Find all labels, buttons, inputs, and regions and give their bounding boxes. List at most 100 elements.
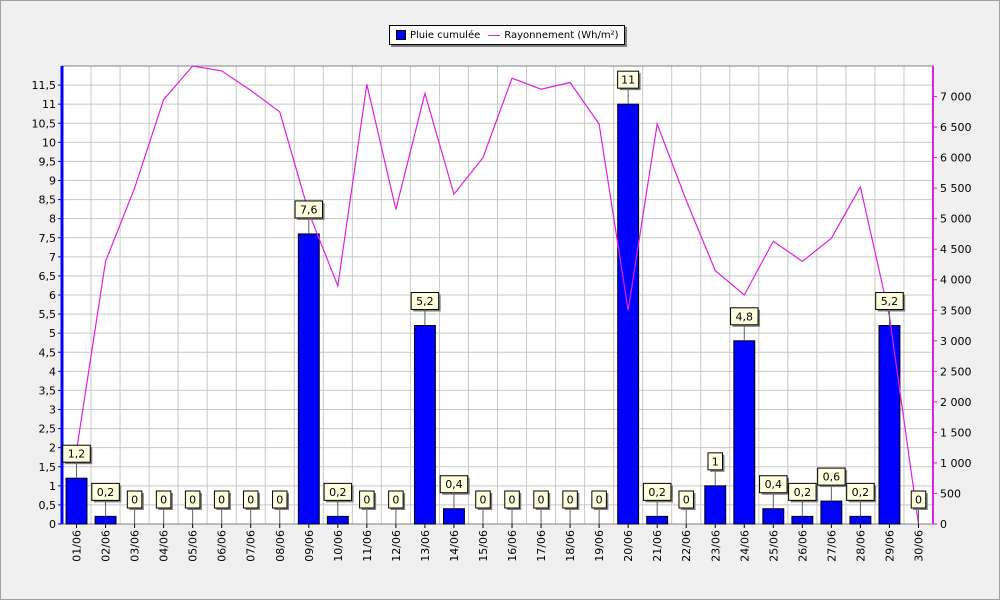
left-axis-tick-label: 6 [49,289,56,302]
rain-bar [762,508,785,525]
data-label-text: 11 [621,74,635,87]
radiation-line [75,65,920,525]
left-axis-tick-label: 9 [49,175,56,188]
x-axis-tick-label: 08/06 [274,530,287,562]
x-axis-tick-label: 01/06 [71,530,84,562]
rain-bar [849,515,872,525]
x-axis-tick-label: 06/06 [216,530,229,562]
right-axis-tick-label: 6 000 [940,152,972,165]
rain-bar [326,515,349,525]
x-axis-tick-label: 11/06 [361,530,374,562]
data-label-text: 5,2 [416,295,434,308]
left-axis-tick-label: 10,5 [32,117,57,130]
x-axis-tick-label: 28/06 [854,530,867,562]
legend-item-rain: Pluie cumulée [396,30,480,41]
left-axis-tick-label: 5 [49,327,56,340]
x-axis-tick-label: 22/06 [680,530,693,562]
x-axis-tick-label: 04/06 [158,530,171,562]
rain-bar [297,233,320,525]
data-label-text: 0 [160,494,167,507]
x-axis-tick-label: 02/06 [100,530,113,562]
data-label-text: 7,6 [300,203,318,216]
x-axis-tick-label: 23/06 [709,530,722,562]
x-axis-tick-label: 07/06 [245,530,258,562]
x-axis-tick-label: 19/06 [593,530,606,562]
x-axis-tick-label: 29/06 [883,530,896,562]
x-axis-tick-label: 10/06 [332,530,345,562]
data-label-text: 0 [392,494,399,507]
data-label-text: 0 [479,494,486,507]
x-axis-tick-label: 09/06 [303,530,316,562]
left-axis-tick-label: 4 [49,365,56,378]
x-axis-tick-label: 27/06 [825,530,838,562]
data-label-text: 0 [276,494,283,507]
data-label-text: 0 [567,494,574,507]
rain-bar [704,485,727,525]
right-axis-tick-label: 1 000 [940,457,972,470]
left-axis-tick-label: 9,5 [39,155,57,168]
left-axis-tick-label: 8 [49,213,56,226]
data-label-text: 0,4 [765,478,783,491]
x-axis-tick-label: 20/06 [622,530,635,562]
left-axis-tick-label: 6,5 [39,270,57,283]
data-label-text: 0 [915,494,922,507]
x-axis-tick-label: 26/06 [796,530,809,562]
x-axis-tick-label: 14/06 [448,530,461,562]
left-axis-tick-label: 0 [49,518,56,531]
x-axis-tick-label: 17/06 [535,530,548,562]
rain-bar [820,500,843,525]
left-axis-tick-label: 7 [49,251,56,264]
legend-radiation-label: Rayonnement (Wh/m²) [504,29,619,41]
legend-line-swatch [488,34,501,36]
data-label-text: 0,2 [852,486,870,499]
left-axis-tick-label: 8,5 [39,194,57,207]
right-axis-tick-label: 6 500 [940,121,972,134]
rain-bar [617,103,640,525]
data-label-text: 1,2 [68,448,86,461]
data-label-text: 0 [218,494,225,507]
x-axis-tick-label: 21/06 [651,530,664,562]
legend-item-radiation: Rayonnement (Wh/m²) [488,30,618,41]
left-axis-tick-label: 10 [42,136,56,149]
rain-bar [94,515,117,525]
data-label-text: 0,4 [445,478,463,491]
x-axis-tick-label: 30/06 [912,530,925,562]
data-label-text: 0 [509,494,516,507]
data-label-text: 0,2 [97,486,115,499]
left-axis-tick-label: 3 [49,404,56,417]
data-label-text: 5,2 [881,295,899,308]
right-axis-tick-label: 2 000 [940,396,972,409]
data-label-text: 0 [596,494,603,507]
data-label-text: 0 [363,494,370,507]
rain-bar [878,325,901,525]
rain-bar [791,515,814,525]
data-label-text: 1 [712,455,719,468]
left-axis-tick-label: 1 [49,480,56,493]
right-axis-tick-label: 0 [940,518,947,531]
right-axis-tick-label: 2 500 [940,365,972,378]
right-axis-tick-label: 4 500 [940,243,972,256]
right-axis-tick-label: 1 500 [940,426,972,439]
rain-bar [646,515,669,525]
x-axis-tick-label: 03/06 [129,530,142,562]
x-axis-tick-label: 05/06 [187,530,200,562]
data-label-text: 0,2 [329,486,347,499]
data-label-text: 0 [538,494,545,507]
left-axis-tick-label: 4,5 [39,346,57,359]
left-axis-tick-label: 1,5 [39,461,57,474]
x-axis-tick-label: 25/06 [767,530,780,562]
rain-bar [65,477,88,525]
rain-bar [733,340,756,525]
x-axis-tick-label: 16/06 [506,530,519,562]
x-axis-tick-label: 18/06 [564,530,577,562]
rain-bar [442,508,465,525]
legend-rain-label: Pluie cumulée [410,29,481,41]
left-axis-tick-label: 11 [42,98,56,111]
data-label-text: 0 [131,494,138,507]
left-axis-tick-label: 2,5 [39,423,57,436]
left-axis-tick-label: 0,5 [39,499,57,512]
right-axis-tick-label: 3 500 [940,304,972,317]
legend-bar-swatch [396,30,406,40]
left-axis-tick-label: 5,5 [39,308,57,321]
